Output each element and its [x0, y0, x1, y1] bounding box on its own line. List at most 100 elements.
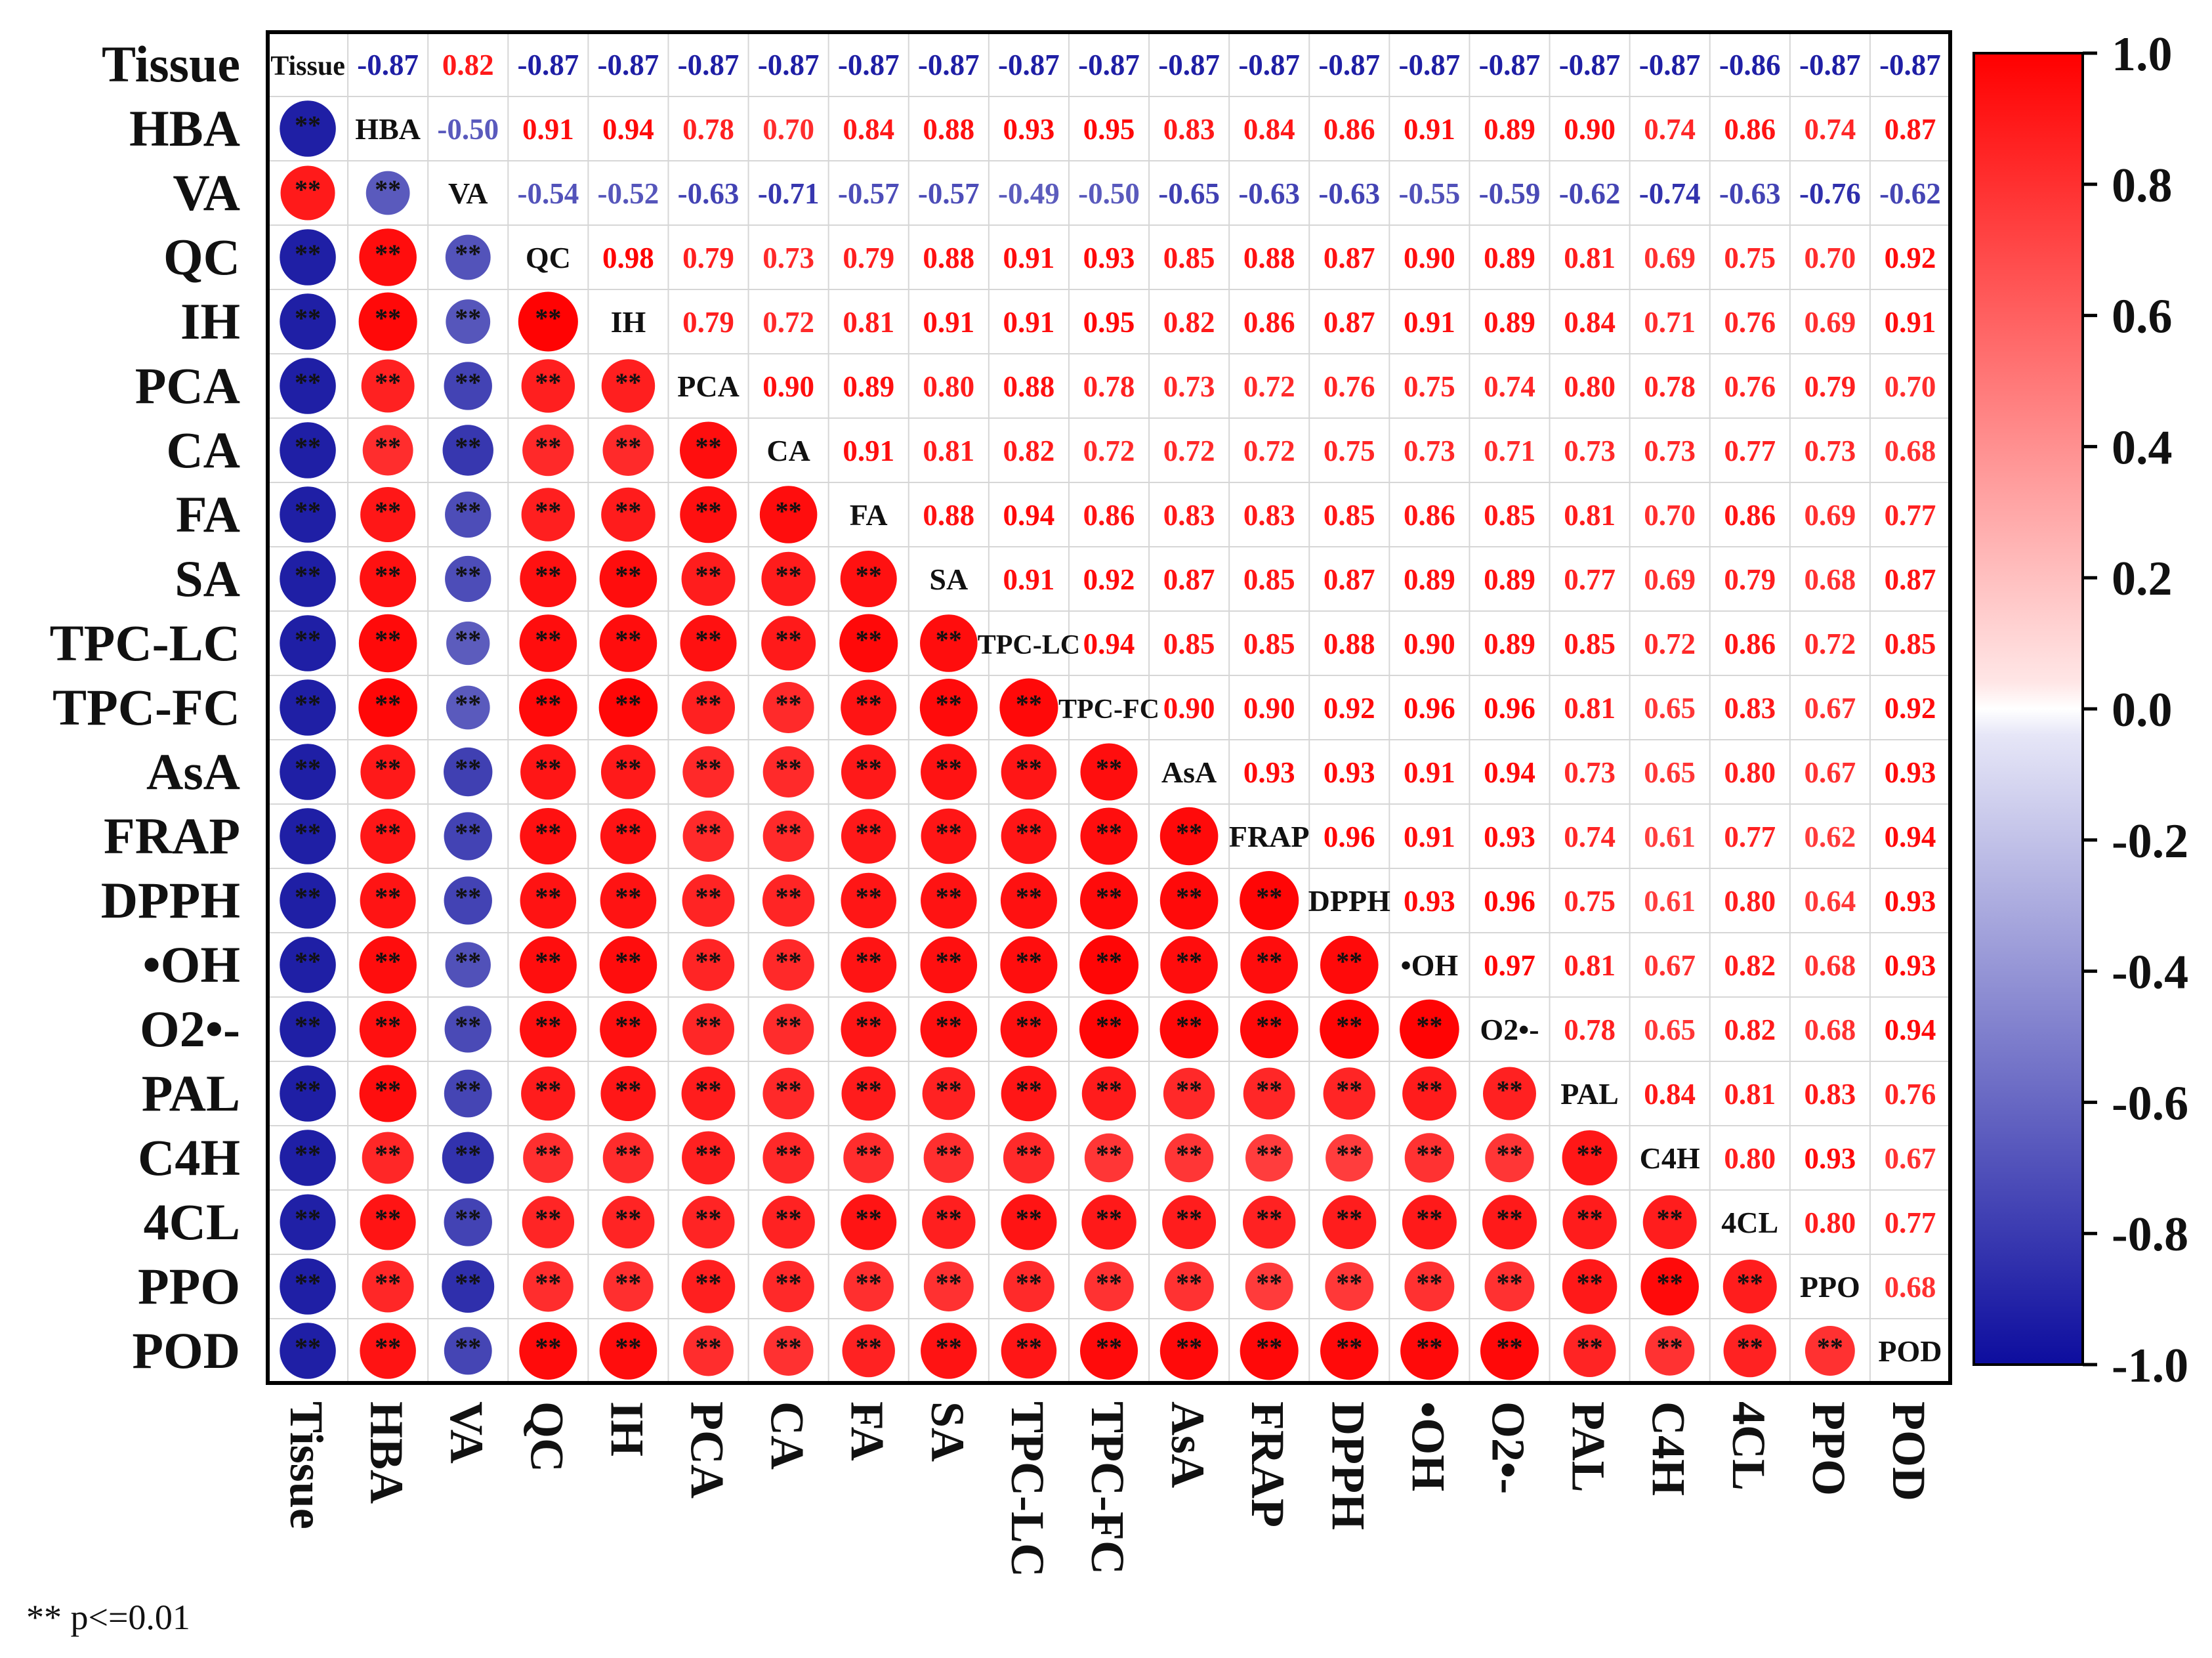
correlation-circle	[762, 939, 814, 991]
significance-mark: **	[1096, 946, 1122, 976]
correlation-value: 0.76	[1724, 370, 1776, 403]
correlation-value: 0.89	[1484, 627, 1535, 660]
correlation-circle	[1482, 1067, 1536, 1120]
correlation-circle	[360, 872, 416, 929]
correlation-circle	[360, 486, 416, 543]
y-tick-label: O2•-	[140, 1000, 240, 1057]
correlation-circle	[841, 1194, 897, 1250]
significance-mark: **	[615, 368, 641, 397]
significance-mark: **	[1176, 1332, 1202, 1362]
correlation-circle	[1079, 999, 1139, 1059]
correlation-circle	[1160, 936, 1218, 994]
correlation-circle	[923, 1262, 974, 1311]
correlation-value: 0.91	[1885, 306, 1936, 339]
significance-mark: **	[1336, 1075, 1362, 1105]
significance-mark: **	[776, 882, 802, 912]
correlation-value: 0.91	[522, 113, 574, 146]
correlation-value: 0.79	[682, 306, 734, 339]
diagonal-label: CA	[766, 434, 810, 467]
significance-mark: **	[535, 1332, 561, 1362]
correlation-value: 0.95	[1083, 306, 1135, 339]
correlation-value: 0.93	[1404, 885, 1455, 918]
y-tick-label: HBA	[129, 100, 240, 157]
diagonal-label: 4CL	[1721, 1206, 1778, 1239]
significance-mark: **	[615, 689, 641, 719]
correlation-circle	[599, 1322, 657, 1380]
correlation-circle	[444, 1069, 492, 1118]
correlation-value: 0.91	[1003, 242, 1055, 274]
correlation-value: 0.69	[1804, 499, 1856, 532]
significance-mark: **	[776, 1075, 802, 1105]
correlation-circle	[599, 614, 657, 672]
correlation-value: 0.93	[1885, 885, 1936, 918]
correlation-circle	[1562, 1259, 1617, 1314]
correlation-value: 0.93	[1885, 756, 1936, 789]
correlation-value: -0.62	[1559, 177, 1621, 210]
correlation-circle	[1245, 1134, 1293, 1182]
significance-mark: **	[1336, 1268, 1362, 1298]
significance-mark: **	[1336, 1204, 1362, 1233]
significance-mark: **	[1416, 1332, 1442, 1362]
correlation-circle	[843, 1132, 894, 1183]
correlation-value: 0.61	[1644, 820, 1696, 853]
significance-mark: **	[375, 175, 401, 204]
correlation-value: 0.91	[923, 306, 974, 339]
correlation-circle	[280, 615, 336, 671]
significance-mark: **	[375, 1075, 401, 1105]
significance-mark: **	[696, 432, 722, 461]
correlation-circle	[762, 682, 814, 733]
correlation-circle	[280, 1001, 336, 1057]
correlation-value: 0.90	[762, 370, 814, 403]
significance-mark: **	[1096, 882, 1122, 912]
significance-mark: **	[455, 689, 481, 719]
significance-mark: **	[535, 561, 561, 590]
correlation-circle	[360, 744, 415, 799]
significance-mark: **	[1016, 1204, 1042, 1233]
x-tick-label: CA	[761, 1401, 814, 1470]
correlation-value: 0.69	[1644, 242, 1696, 274]
y-tick-label: IH	[180, 293, 240, 350]
significance-mark: **	[1096, 754, 1122, 783]
correlation-value: 0.61	[1644, 885, 1696, 918]
correlation-value: 0.76	[1885, 1078, 1936, 1111]
correlation-circle	[682, 681, 736, 734]
significance-mark: **	[1176, 1268, 1202, 1298]
correlation-circle	[839, 614, 898, 673]
x-tick-label: FRAP	[1242, 1401, 1294, 1527]
correlation-circle	[840, 550, 897, 608]
correlation-value: 0.72	[762, 306, 814, 339]
significance-mark: **	[1096, 1011, 1122, 1040]
correlation-circle	[1079, 871, 1138, 930]
significance-mark: **	[856, 754, 882, 783]
correlation-value: 0.92	[1083, 563, 1135, 596]
significance-mark: **	[1336, 946, 1362, 976]
significance-mark: **	[615, 754, 641, 783]
diagonal-label: FA	[850, 498, 888, 532]
significance-mark: **	[615, 625, 641, 654]
correlation-value: -0.50	[1078, 177, 1140, 210]
y-tick-label: FA	[176, 486, 240, 543]
correlation-circle	[680, 486, 737, 543]
correlation-circle	[762, 1195, 815, 1249]
y-tick-label: •OH	[142, 936, 240, 993]
correlation-value: 0.89	[843, 370, 894, 403]
correlation-value: -0.87	[918, 49, 980, 81]
correlation-circle	[442, 425, 493, 476]
significance-mark: **	[455, 239, 481, 268]
significance-mark: **	[696, 689, 722, 719]
correlation-circle	[920, 614, 978, 672]
significance-mark: **	[375, 882, 401, 912]
correlation-value: 0.77	[1724, 435, 1776, 467]
y-tick-label: SA	[175, 550, 240, 607]
correlation-circle	[602, 1132, 654, 1183]
correlation-circle	[1480, 1321, 1539, 1380]
correlation-value: -0.87	[1799, 49, 1861, 81]
significance-mark: **	[455, 818, 481, 847]
correlation-circle	[1001, 808, 1057, 864]
diagonal-label: •OH	[1401, 948, 1459, 982]
correlation-circle	[1164, 1262, 1214, 1311]
correlation-value: 0.97	[1484, 949, 1535, 982]
x-tick-label: TPC-FC	[1081, 1401, 1134, 1575]
x-tick-label: Tissue	[280, 1401, 333, 1529]
